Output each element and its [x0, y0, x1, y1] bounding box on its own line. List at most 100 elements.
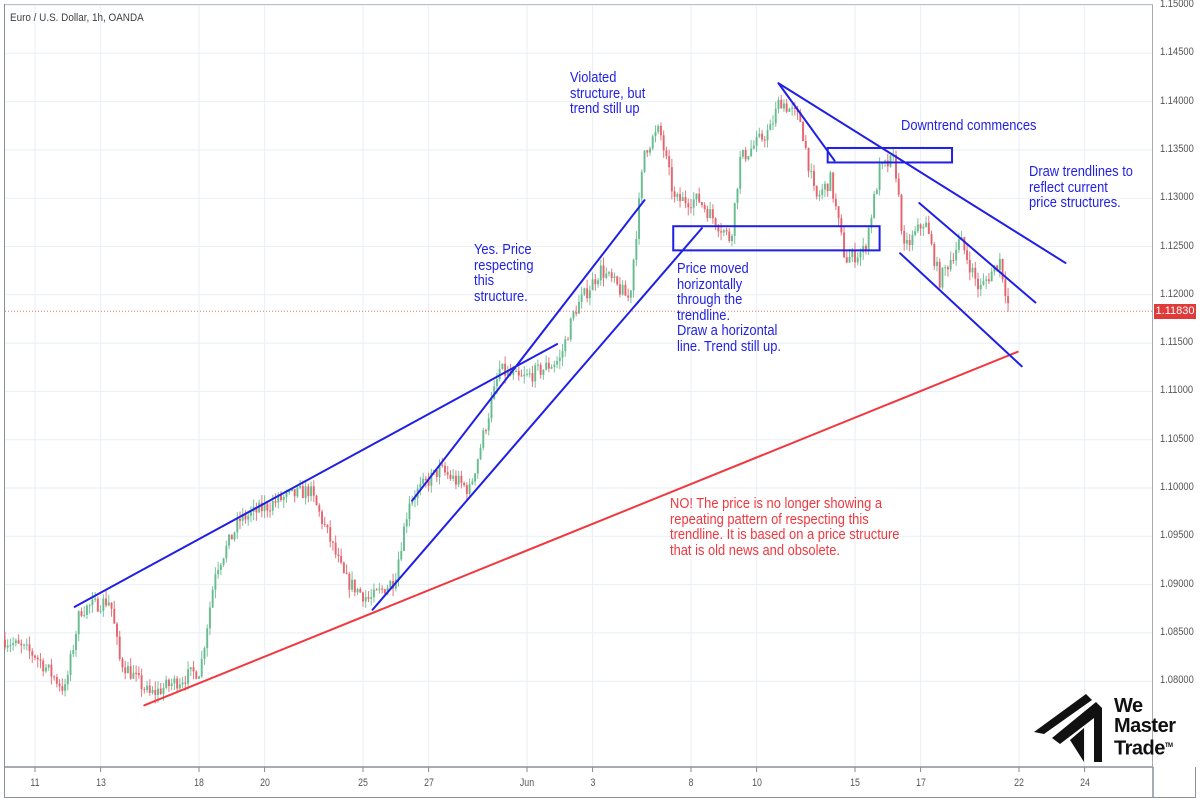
- candle-body: [219, 564, 222, 570]
- y-tick-label: 1.09000: [1160, 577, 1194, 590]
- candle-body: [534, 365, 537, 382]
- candle-body: [375, 589, 378, 591]
- candle-body: [192, 667, 195, 672]
- candle-body: [649, 148, 651, 153]
- annotation-violated: Violated structure, but trend still up: [570, 70, 645, 117]
- candle-body: [181, 682, 184, 685]
- candle-body: [662, 135, 665, 151]
- candle-body: [605, 273, 608, 278]
- logo-mark-icon: [1034, 694, 1102, 762]
- candle-body: [741, 150, 744, 157]
- candle-body: [867, 227, 870, 251]
- candle-body: [1007, 296, 1010, 304]
- candle-body: [875, 189, 878, 195]
- chart-title: Euro / U.S. Dollar, 1h, OANDA: [10, 12, 144, 24]
- candle-body: [85, 605, 88, 615]
- candle-body: [312, 486, 315, 496]
- price-axis[interactable]: [1153, 4, 1196, 767]
- candle-body: [121, 658, 124, 668]
- annotation-line: price structures.: [1029, 194, 1121, 211]
- candle-body: [717, 226, 720, 232]
- candle-body: [476, 459, 479, 474]
- candle-body: [165, 679, 168, 688]
- candle-body: [247, 515, 250, 520]
- candle-body: [69, 653, 72, 676]
- candle-body: [444, 465, 446, 473]
- candle-body: [977, 278, 979, 290]
- x-tick-label: 11: [30, 777, 40, 789]
- candle-body: [823, 183, 826, 190]
- candle-body: [971, 267, 974, 273]
- candle-body: [700, 202, 703, 205]
- annotation-line: that is old news and obsolete.: [670, 541, 840, 559]
- annotation-respecting: Yes. Price respecting this structure.: [474, 242, 534, 304]
- horizontal-zone-box: [672, 225, 881, 252]
- candle-body: [367, 597, 370, 599]
- annotation-line: repeating pattern of respecting this: [670, 510, 869, 528]
- candle-body: [580, 294, 583, 302]
- candle-body: [807, 147, 810, 172]
- candle-body: [733, 202, 736, 236]
- candle-body: [804, 140, 807, 148]
- annotation-line: Downtrend commences: [901, 117, 1037, 134]
- candle-body: [485, 430, 487, 432]
- candle-body: [550, 366, 553, 369]
- candle-body: [864, 246, 867, 251]
- candle-body: [657, 125, 660, 132]
- candle-body: [413, 497, 416, 500]
- candle-body: [624, 284, 627, 296]
- candle-body: [832, 172, 835, 199]
- y-tick-label: 1.13500: [1160, 142, 1194, 155]
- candle-body: [996, 265, 999, 271]
- candle-body: [821, 189, 824, 196]
- y-tick-label: 1.10500: [1160, 432, 1194, 445]
- x-tick-label: 24: [1079, 777, 1090, 789]
- candle-body: [39, 659, 42, 661]
- candle-body: [263, 503, 266, 512]
- candle-body: [167, 679, 170, 687]
- candle-body: [474, 473, 477, 482]
- candle-body: [752, 145, 755, 149]
- candle-body: [919, 224, 922, 229]
- candle-body: [843, 232, 846, 258]
- candle-body: [66, 675, 69, 685]
- candle-body: [329, 527, 332, 542]
- candle-body: [285, 492, 288, 497]
- candle-body: [189, 667, 192, 670]
- annotation-line: Violated: [570, 69, 617, 86]
- candle-body: [629, 290, 632, 298]
- candle-body: [714, 218, 717, 227]
- candle-body: [591, 279, 594, 291]
- candle-body: [80, 611, 83, 616]
- candle-body: [239, 518, 241, 521]
- candle-body: [370, 597, 373, 599]
- candle-body: [583, 288, 586, 295]
- candle-body: [53, 676, 56, 678]
- candle-body: [91, 599, 94, 606]
- candle-body: [228, 534, 231, 546]
- candle-body: [274, 501, 277, 503]
- candle-body: [293, 489, 296, 497]
- candle-body: [506, 370, 509, 376]
- candle-body: [258, 502, 261, 513]
- candle-body: [799, 112, 802, 122]
- candle-body: [323, 523, 326, 525]
- candle-body: [405, 519, 408, 527]
- candle-body: [676, 194, 679, 197]
- candle-body: [135, 672, 138, 674]
- candle-body: [588, 290, 591, 299]
- candle-body: [681, 197, 684, 202]
- candle-body: [206, 628, 209, 649]
- candle-body: [613, 276, 616, 279]
- candle-body: [966, 250, 969, 260]
- x-tick-label: 13: [95, 777, 106, 789]
- candle-body: [271, 501, 274, 511]
- candle-body: [758, 133, 761, 137]
- candle-body: [632, 259, 635, 291]
- annotation-line: reflect current: [1029, 178, 1108, 196]
- annotation-line: trend still up: [570, 100, 640, 117]
- candle-body: [452, 475, 455, 479]
- x-tick-label: 27: [423, 777, 434, 789]
- trendline: [411, 199, 646, 502]
